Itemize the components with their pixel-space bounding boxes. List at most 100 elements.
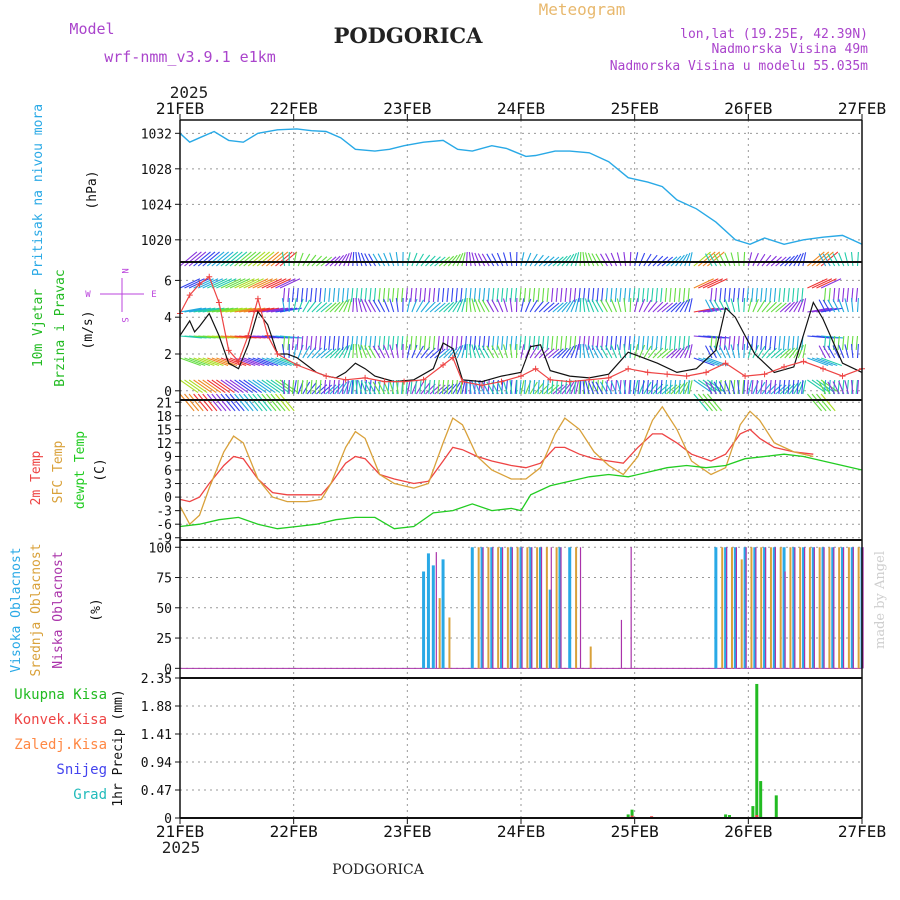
day-label-bottom: 22FEB [270, 822, 318, 841]
wind-arrow [751, 287, 754, 302]
wind-gust-marker [532, 365, 539, 372]
day-label-bottom: 23FEB [383, 822, 431, 841]
wind-arrow [406, 380, 411, 395]
tick-label-temp: 3 [164, 478, 172, 493]
day-label-top: 21FEB [156, 99, 204, 118]
wind-arrow [675, 300, 685, 313]
wind-arrow [305, 287, 308, 302]
wind-arrow [850, 252, 854, 267]
wind-arrow [291, 379, 295, 394]
wind-gust-marker [547, 376, 554, 383]
wind-arrow [429, 302, 441, 313]
wind-gust-marker [479, 382, 486, 389]
wind-arrow [764, 379, 768, 394]
wind-arrow [509, 344, 513, 359]
wind-arrow [584, 380, 590, 395]
wind-arrow [664, 335, 668, 350]
wind-arrow [411, 298, 418, 313]
wind-arrow [566, 253, 575, 267]
wind-arrow [216, 379, 235, 394]
wind-arrow [341, 335, 345, 350]
wind-arrow [779, 302, 791, 313]
wind-arrow [179, 379, 199, 394]
day-label-bottom: 26FEB [724, 822, 772, 841]
wind-arrow [638, 344, 646, 359]
wind-arrow [279, 307, 302, 313]
wind-arrow [346, 379, 349, 394]
wind-arrow [844, 344, 849, 359]
wind-arrow [234, 393, 250, 412]
wind-arrow [391, 335, 395, 350]
wind-arrow [820, 357, 842, 367]
wind-arrow [202, 357, 224, 367]
wind-arrow [410, 287, 413, 302]
wind-arrow [216, 278, 237, 289]
wind-arrow [270, 393, 286, 412]
footer-station: PODGORICA [332, 862, 425, 878]
wind-arrow [797, 344, 804, 359]
wind-arrow [193, 379, 213, 394]
wind-arrow [275, 393, 291, 412]
wind-arrow [351, 379, 354, 394]
wind-arrow [669, 287, 672, 302]
wind-arrow [560, 287, 563, 302]
wind-arrow [532, 287, 536, 302]
legend-snow: Snijeg [56, 762, 107, 778]
wind-arrow [437, 379, 440, 394]
wind-arrow [561, 254, 572, 267]
wind-arrow [207, 307, 229, 313]
wind-arrow [782, 335, 786, 350]
wind-arrow [314, 335, 317, 350]
wind-arrow [855, 379, 859, 394]
wind-arrow [429, 348, 441, 359]
wind-arrow [502, 344, 508, 359]
wind-arrow [372, 345, 381, 359]
wind-arrow [474, 252, 481, 267]
wind-arrow [702, 393, 718, 412]
wind-arrow [660, 379, 663, 394]
wind-arrow [820, 393, 836, 412]
wind-arrow [406, 344, 411, 359]
wind-arrow [698, 307, 721, 313]
wind-arrow [220, 278, 242, 289]
wind-arrow [737, 252, 740, 267]
wind-arrow [811, 251, 830, 267]
wind-arrow [211, 379, 231, 394]
wind-arrow [732, 335, 736, 350]
wind-arrow [519, 335, 522, 350]
wind-arrow [423, 335, 427, 350]
wind-arrow [778, 379, 781, 394]
wind-arrow [352, 343, 355, 359]
wind-arrow [411, 252, 418, 267]
wind-arrow [270, 278, 292, 289]
wind-arrow [766, 347, 777, 359]
wind-arrow [383, 252, 390, 267]
wind-arrow [220, 393, 236, 412]
wind-arrow [184, 379, 203, 394]
wind-arrow [764, 287, 768, 302]
meteogram-label: Meteogram [539, 0, 626, 19]
wind-arrow [643, 253, 652, 267]
wind-arrow [578, 335, 581, 350]
temp-label-dew: dewpt Temp [73, 431, 88, 509]
wind-arrow [234, 379, 253, 394]
wind-arrow [806, 393, 823, 412]
wind-arrow [818, 299, 827, 313]
wind-arrow [687, 335, 690, 350]
wind-gust-marker [664, 371, 671, 378]
wind-arrow [252, 307, 275, 313]
wind-arrow [697, 251, 716, 267]
wind-arrow [655, 335, 658, 350]
pressure-unit: (hPa) [85, 170, 100, 209]
wind-arrow [293, 380, 297, 395]
wind-arrow [778, 335, 781, 350]
tick-labels: 10321028102410206420211815129630-3-6-910… [141, 127, 172, 827]
wind-arrow [682, 379, 686, 394]
wind-arrow [547, 348, 560, 359]
wind-arrow [487, 287, 490, 302]
wind-label-1: 10m Vjetar [31, 289, 46, 367]
wind-arrow [641, 287, 645, 302]
wind-arrow [275, 307, 298, 313]
wind-arrow [266, 251, 284, 267]
